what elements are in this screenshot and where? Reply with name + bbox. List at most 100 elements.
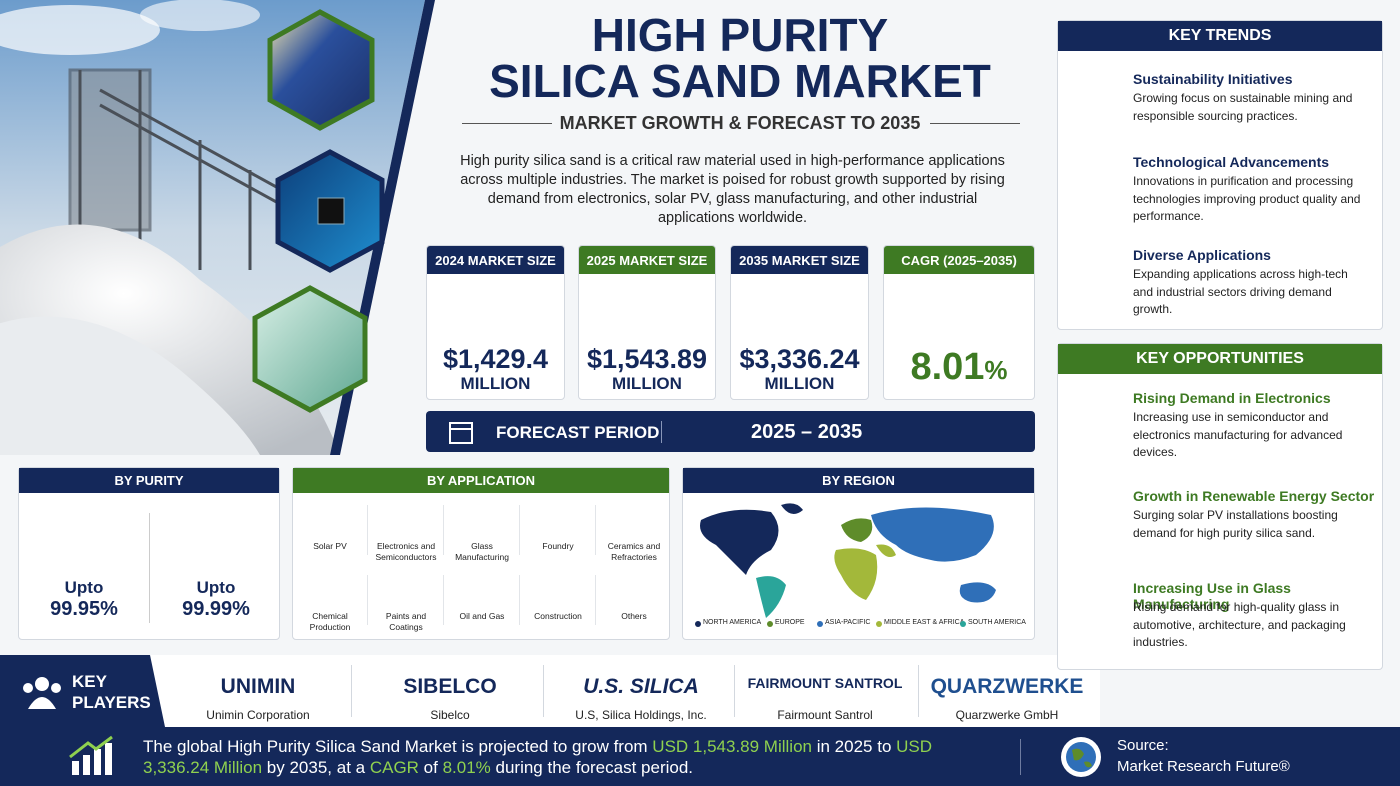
application-label: Electronics and Semiconductors: [375, 541, 437, 562]
divider: [351, 665, 352, 717]
forecast-value: 2025 – 2035: [751, 421, 863, 443]
stat-card: 2035 MARKET SIZE $3,336.24 MILLION: [730, 245, 869, 400]
stat-number: 8.01: [910, 346, 985, 388]
title-line: HIGH PURITY: [591, 9, 889, 61]
players-title-box: KEY PLAYERS: [0, 655, 165, 727]
stat-card: 2024 MARKET SIZE $1,429.4 MILLION: [426, 245, 565, 400]
item-title: Growth in Renewable Energy Sector: [1133, 488, 1375, 504]
application-label: Paints and Coatings: [385, 611, 427, 632]
hex-images: [252, 9, 385, 413]
summary-text: CAGR: [369, 758, 419, 777]
item-text: Growing focus on sustainable mining and …: [1133, 91, 1353, 123]
legend-dot: [817, 621, 823, 627]
growth-icon: [69, 735, 113, 775]
source-value: Market Research Future®: [1117, 758, 1290, 775]
forecast-bar: FORECAST PERIOD 2025 – 2035: [426, 411, 1035, 452]
summary-text: USD 3,336.24 Million: [143, 737, 933, 777]
player-logo: FAIRMOUNT SANTROL: [747, 675, 903, 691]
application-label: Foundry: [542, 541, 574, 551]
item-title: Technological Advancements: [1133, 154, 1330, 170]
region-shape: [700, 509, 779, 575]
player-logo: SIBELCO: [403, 675, 497, 698]
item-text: Rising demand for high-quality glass in …: [1133, 600, 1346, 649]
legend-dot: [695, 621, 701, 627]
summary: The global High Purity Silica Sand Marke…: [143, 736, 933, 778]
trends-panel: KEY TRENDS Sustainability Initiatives Gro…: [1057, 20, 1383, 330]
divider: [519, 505, 520, 555]
application-label: Oil and Gas: [459, 611, 505, 621]
divider: [595, 505, 596, 555]
region-shape: [834, 548, 878, 600]
panel-header: BY APPLICATION: [293, 468, 669, 493]
stat-unit: MILLION: [612, 374, 682, 393]
stat-card: CAGR (2025–2035) 8.01%: [883, 245, 1035, 400]
application-label: Construction: [534, 611, 582, 621]
item-title: Increasing Use in Glass Manufacturing: [1133, 580, 1291, 612]
region-shape: [781, 503, 803, 514]
purity-prefix: Upto: [64, 578, 104, 597]
application-panel: BY APPLICATION Solar PV Electronics and S…: [292, 467, 670, 640]
application-label: Solar PV: [313, 541, 347, 551]
application-label: Glass Manufacturing: [455, 541, 509, 562]
application-label: Others: [621, 611, 647, 621]
purity-value: 99.95%: [50, 598, 118, 620]
divider: [1020, 739, 1021, 775]
people-icon: [23, 677, 61, 709]
summary-text: is projected to grow from: [456, 737, 653, 756]
calendar-icon: [449, 422, 473, 444]
panel-header: BY PURITY: [19, 468, 279, 493]
region-shape: [871, 507, 994, 562]
divider: [519, 575, 520, 625]
stat-label: CAGR (2025–2035): [884, 246, 1034, 274]
legend-label: NORTH AMERICA: [703, 619, 762, 626]
panel-header: KEY TRENDS: [1058, 21, 1382, 51]
purity-panel: BY PURITY Upto 99.95% Upto 99.99%: [18, 467, 280, 640]
item-text: Innovations in purification and processi…: [1133, 174, 1361, 223]
opportunities-panel: KEY OPPORTUNITIES Rising Demand in Elect…: [1057, 343, 1383, 670]
summary-text: High Purity Silica Sand Market: [227, 737, 457, 756]
legend-label: ASIA-PACIFIC: [825, 619, 871, 626]
legend-label: MIDDLE EAST & AFRICA: [884, 619, 965, 626]
region-shape: [876, 544, 896, 558]
summary-text: USD 1,543.89 Million: [652, 737, 812, 756]
forecast-label: FORECAST PERIOD: [496, 423, 660, 442]
application-label: Chemical Production: [309, 611, 351, 632]
stat-label: 2035 MARKET SIZE: [731, 246, 868, 274]
divider: [595, 575, 596, 625]
player-name: Fairmount Santrol: [777, 708, 873, 722]
item-title: Sustainability Initiatives: [1133, 71, 1293, 87]
legend-dot: [960, 621, 966, 627]
players-title-line: PLAYERS: [72, 693, 151, 712]
players-title-line: KEY: [72, 672, 107, 691]
hero-photo: [0, 0, 435, 455]
stat-value: $1,429.4: [442, 344, 549, 374]
divider: [443, 505, 444, 555]
divider: [543, 665, 544, 717]
title: HIGH PURITY SILICA SAND MARKET: [440, 12, 1040, 104]
application-label: Ceramics and Refractories: [607, 541, 661, 562]
region-shape: [959, 582, 996, 603]
rule: [930, 123, 1020, 124]
divider: [367, 505, 368, 555]
divider: [734, 665, 735, 717]
stat-value: $1,543.89: [586, 344, 708, 374]
summary-text: during the forecast period.: [490, 758, 694, 777]
region-shape: [841, 518, 873, 542]
stat-unit: %: [984, 355, 1008, 385]
stat-label: 2024 MARKET SIZE: [427, 246, 564, 274]
stat-card: 2025 MARKET SIZE $1,543.89 MILLION: [578, 245, 716, 400]
world-map: [700, 503, 996, 618]
legend-label: EUROPE: [775, 619, 805, 626]
stat-value: $3,336.24: [739, 344, 860, 374]
player-logo: QUARZWERKE: [930, 675, 1084, 698]
footer: The global High Purity Silica Sand Marke…: [0, 727, 1400, 786]
item-text: Increasing use in semiconductor and elec…: [1133, 410, 1343, 459]
purity-prefix: Upto: [196, 578, 236, 597]
item-title: Diverse Applications: [1133, 247, 1271, 263]
summary-text: of: [418, 758, 443, 777]
item-text: Expanding applications across high-tech …: [1133, 267, 1348, 316]
item-title: Rising Demand in Electronics: [1133, 390, 1331, 406]
summary-text: The global: [143, 737, 228, 756]
